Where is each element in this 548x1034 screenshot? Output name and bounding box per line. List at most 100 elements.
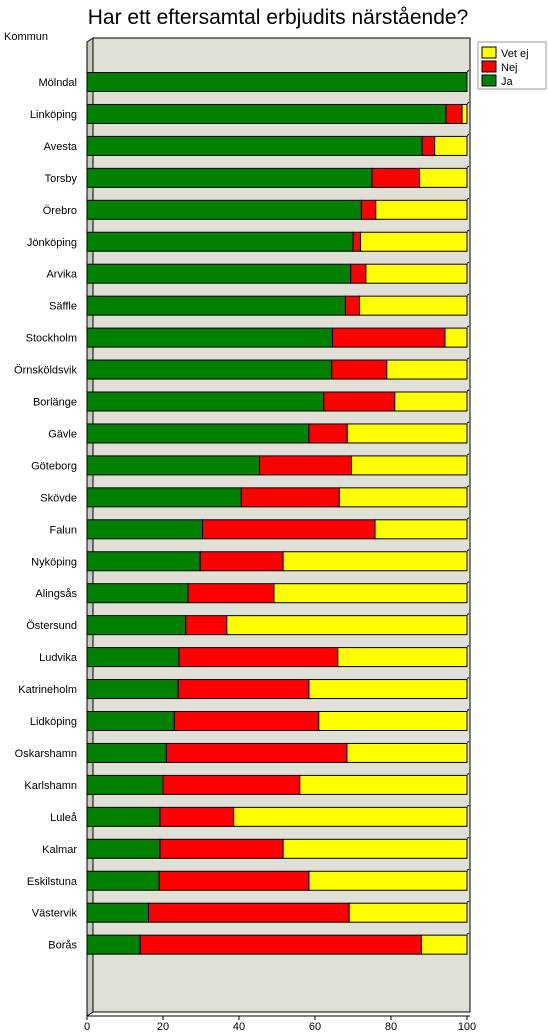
bar-nyköping-nej	[199, 551, 284, 572]
bar-skövde-ja	[86, 487, 242, 508]
bar-jönköping-vet-ej	[360, 231, 468, 252]
x-tick-label: 100	[458, 1021, 476, 1033]
bar-nyköping-cap	[466, 549, 470, 552]
bar-eskilstuna-vet-ej	[308, 870, 468, 891]
legend: Vet ej Nej Ja	[477, 41, 547, 90]
bar-jönköping-nej	[352, 231, 362, 252]
bar-falun-vet-ej	[374, 519, 468, 540]
bar-östersund-vet-ej	[226, 615, 468, 636]
bar-borås-nej	[139, 934, 422, 955]
category-label: Oskarshamn	[15, 748, 77, 760]
bar-alingsås-vet-ej	[273, 583, 468, 604]
legend-swatch-nej	[481, 60, 497, 73]
x-tick-label: 0	[84, 1021, 90, 1033]
bar-nyköping-vet-ej	[282, 551, 468, 572]
bar-borlänge-ja	[86, 391, 325, 412]
bar-östersund-cap	[466, 613, 470, 616]
category-label: Katrineholm	[18, 684, 77, 696]
category-label: Kalmar	[42, 844, 77, 856]
chart-title: Har ett eftersamtal erbjudits närstående…	[87, 6, 469, 29]
bar-örnsköldsvik-cap	[466, 357, 470, 360]
bar-avesta-vet-ej	[434, 135, 468, 156]
bar-skövde-nej	[240, 487, 340, 508]
bar-borlänge-cap	[466, 389, 470, 392]
category-label: Luleå	[50, 812, 78, 824]
bar-nyköping-ja	[86, 551, 201, 572]
category-label: Stockholm	[26, 333, 77, 345]
bar-katrineholm-nej	[177, 679, 310, 700]
bar-falun-ja	[86, 519, 204, 540]
bar-västervik-cap	[466, 900, 470, 903]
bar-västervik-ja	[86, 902, 150, 923]
category-label: Avesta	[44, 141, 78, 153]
bars-group	[86, 70, 470, 955]
bar-säffle-cap	[466, 293, 470, 296]
legend-swatch-ja	[481, 74, 497, 87]
category-labels: Mölndal Linköping Avesta Torsby Örebro Jönköp…	[14, 77, 78, 952]
bar-lidköping-cap	[466, 709, 470, 711]
bar-borlänge-vet-ej	[394, 391, 468, 412]
bar-arvika-ja	[86, 263, 352, 284]
bar-alingsås-nej	[187, 583, 275, 604]
bar-säffle-nej	[344, 295, 360, 316]
bar-göteborg-vet-ej	[350, 455, 468, 476]
bar-eskilstuna-cap	[466, 868, 470, 871]
bar-alingsås-ja	[86, 583, 189, 604]
category-label: Lidköping	[30, 716, 77, 728]
bar-borås-ja	[86, 934, 141, 955]
bar-borlänge-nej	[323, 391, 396, 412]
bar-västervik-vet-ej	[348, 902, 468, 923]
bar-örebro-cap	[466, 197, 470, 200]
bar-mölndal-cap	[466, 70, 470, 72]
bar-falun-cap	[466, 517, 470, 520]
category-label: Säffle	[49, 301, 77, 313]
bar-eskilstuna-ja	[86, 870, 160, 891]
bar-avesta-ja	[86, 135, 423, 156]
category-label: Eskilstuna	[27, 876, 78, 888]
bar-luleå-nej	[159, 806, 235, 827]
bar-gävle-nej	[308, 423, 348, 444]
bar-säffle-ja	[86, 295, 346, 316]
bar-avesta-cap	[466, 133, 470, 136]
bar-örebro-ja	[86, 199, 362, 220]
bar-jönköping-cap	[466, 229, 470, 232]
category-label: Arvika	[46, 269, 77, 281]
bar-örebro-nej	[360, 199, 377, 220]
bar-luleå-ja	[86, 806, 161, 827]
bar-oskarshamn-nej	[165, 742, 348, 763]
category-label: Skövde	[40, 492, 77, 504]
category-label: Alingsås	[35, 588, 77, 600]
category-label: Falun	[49, 524, 77, 536]
bar-karlshamn-ja	[86, 774, 164, 795]
bar-oskarshamn-vet-ej	[346, 742, 468, 763]
bar-falun-nej	[202, 519, 376, 540]
bar-lidköping-nej	[173, 711, 320, 731]
bar-skövde-cap	[466, 485, 470, 488]
bar-örebro-vet-ej	[375, 199, 468, 220]
legend-label-nej: Nej	[501, 62, 518, 74]
bar-avesta-nej	[421, 135, 436, 156]
category-label: Gävle	[48, 428, 77, 440]
bar-linköping-vet-ej	[461, 103, 468, 124]
bar-arvika-nej	[350, 263, 367, 284]
bar-örnsköldsvik-vet-ej	[386, 359, 468, 380]
bar-katrineholm-vet-ej	[308, 679, 468, 700]
x-axis: 0 20 40 60 80 100	[84, 1016, 476, 1033]
y-axis-label: Kommun	[4, 31, 48, 43]
bar-kalmar-nej	[159, 838, 284, 859]
bar-lidköping-ja	[86, 711, 175, 731]
bar-östersund-nej	[185, 615, 228, 636]
x-tick-label: 40	[233, 1021, 245, 1033]
bar-eskilstuna-nej	[158, 870, 310, 891]
bar-arvika-cap	[466, 261, 470, 264]
bar-karlshamn-cap	[466, 772, 470, 775]
bar-torsby-nej	[371, 167, 420, 188]
bar-katrineholm-ja	[86, 679, 179, 700]
bar-östersund-ja	[86, 615, 187, 636]
x-tick-label: 20	[157, 1021, 169, 1033]
category-label: Borås	[48, 940, 77, 952]
category-label: Torsby	[45, 173, 78, 185]
category-label: Ludvika	[39, 652, 78, 664]
bar-borås-vet-ej	[420, 934, 468, 955]
